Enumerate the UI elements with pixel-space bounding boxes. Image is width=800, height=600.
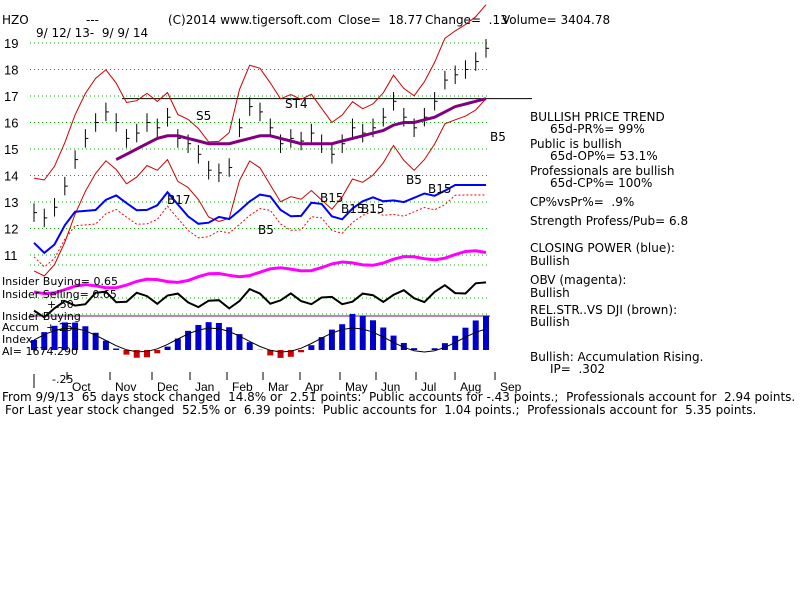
- footer-line-2: For Last year stock changed 52.5% or 6.3…: [5, 403, 757, 417]
- insider-selling-label: Insider Selling= 0.65: [2, 288, 117, 301]
- signal-b5-jul: B5: [406, 173, 422, 187]
- ip-value: IP= .302: [550, 362, 606, 376]
- ticker: HZO: [2, 13, 29, 27]
- obv-state: Bullish: [530, 286, 570, 300]
- signal-s5: S5: [196, 109, 212, 123]
- x-tick-label: Jan: [195, 380, 214, 394]
- pr-value: 65d-PR%= 99%: [550, 122, 645, 136]
- y-tick-label: 15: [4, 142, 18, 157]
- volume-value: Volume= 3404.78: [502, 13, 611, 27]
- x-tick-label: Jul: [421, 380, 436, 394]
- footer-line-1: From 9/9/13 65 days stock changed 14.8% …: [2, 390, 796, 404]
- insider-buying-label: Insider Buying= 0.65: [2, 275, 119, 288]
- x-tick-label: Aug: [460, 380, 481, 394]
- accum-label: Accum +.25: [2, 321, 73, 334]
- closing-power-label: CLOSING POWER (blue):: [530, 241, 675, 255]
- signal-b15-jul: B15: [428, 182, 452, 196]
- signal-st4: ST4: [285, 97, 308, 111]
- lower-band: [33, 98, 487, 277]
- x-tick-label: Dec: [157, 380, 178, 394]
- x-tick-label: Nov: [115, 380, 136, 394]
- date-range: 9/ 12/ 13- 9/ 9/ 14: [36, 26, 149, 40]
- signal-b5-mar: B5: [258, 223, 274, 237]
- signal-b15-b: B15: [341, 202, 365, 216]
- signal-b15-c: B15: [361, 202, 385, 216]
- x-tick-label: Apr: [305, 380, 324, 394]
- copyright: (C)2014 www.tigersoft.com: [168, 13, 332, 27]
- y-tick-label: 13: [4, 195, 18, 210]
- index-label: Index: [2, 333, 33, 346]
- x-tick-label: Jun: [381, 380, 400, 394]
- x-tick-label: Oct: [72, 380, 91, 394]
- accum-ma: [33, 327, 487, 353]
- y-tick-label: 16: [4, 116, 18, 131]
- y-tick-label: 19: [4, 36, 18, 51]
- y-tick-label: 17: [4, 89, 18, 104]
- obv-line: [33, 249, 487, 296]
- header-dashes: ---: [86, 13, 99, 27]
- cpvspr-value: CP%vsPr%= .9%: [530, 195, 635, 209]
- prof-status: Professionals are bullish: [530, 164, 675, 178]
- ma-65d: [115, 97, 487, 161]
- x-tick-label: Mar: [268, 380, 289, 394]
- closing-power-state: Bullish: [530, 254, 570, 268]
- relstr-state: Bullish: [530, 315, 570, 329]
- op-value: 65d-OP%= 53.1%: [550, 149, 658, 163]
- trend-title: BULLISH PRICE TREND: [530, 110, 665, 124]
- y-tick-label: 12: [4, 222, 18, 237]
- signal-b15-a: B15: [320, 191, 344, 205]
- upper-band: [33, 4, 487, 181]
- closing-power-line: [33, 184, 486, 255]
- y-tick-label: 11: [4, 248, 18, 263]
- insider-buying-label-2: Insider Buying: [2, 310, 81, 323]
- x-tick-label: Feb: [232, 380, 253, 394]
- public-status: Public is bullish: [530, 137, 622, 151]
- ai-label: AI= 1674.290: [2, 345, 78, 358]
- relstr-line: [33, 281, 487, 319]
- minus25-label: -.25: [52, 373, 74, 386]
- close-value: Close= 18.77: [338, 13, 423, 27]
- y-tick-label: 18: [4, 63, 18, 78]
- plus50-label: +.50: [47, 298, 74, 311]
- x-tick-label: May: [345, 380, 368, 394]
- relstr-label: REL.STR..VS DJI (brown):: [530, 303, 678, 317]
- strength-value: Strength Profess/Pub= 6.8: [530, 214, 689, 228]
- signal-b17: B17: [167, 193, 191, 207]
- signal-b5-right: B5: [490, 130, 506, 144]
- y-tick-label: 14: [4, 169, 18, 184]
- obv-label: OBV (magenta):: [530, 273, 627, 287]
- closing-power-ma: [33, 194, 486, 268]
- x-tick-label: Sep: [500, 380, 522, 394]
- cp-value: 65d-CP%= 100%: [550, 176, 653, 190]
- accum-status: Bullish: Accumulation Rising.: [530, 350, 704, 364]
